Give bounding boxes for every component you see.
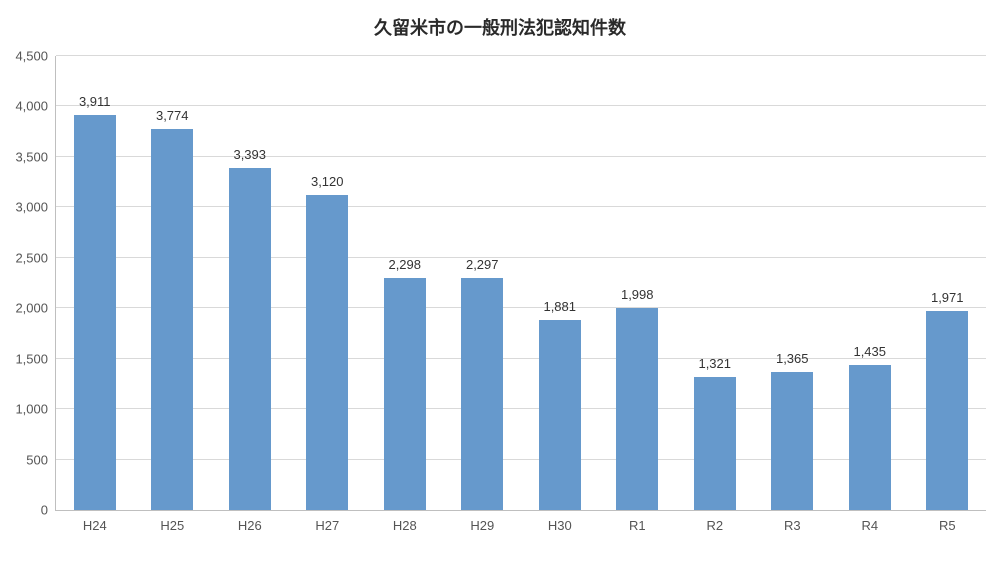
bar: 2,297: [461, 278, 503, 510]
y-tick-label: 3,000: [15, 200, 56, 215]
x-tick-label: H24: [83, 518, 107, 533]
bar: 3,774: [151, 129, 193, 510]
bar: 3,393: [229, 168, 271, 510]
y-tick-label: 3,500: [15, 149, 56, 164]
bar: 1,321: [694, 377, 736, 510]
gridline: [56, 459, 986, 460]
bar-value-label: 3,911: [79, 94, 111, 109]
x-tick-label: H25: [160, 518, 184, 533]
x-tick-label: H28: [393, 518, 417, 533]
x-tick-label: R2: [706, 518, 723, 533]
gridline: [56, 156, 986, 157]
gridline: [56, 55, 986, 56]
bar-value-label: 2,298: [388, 257, 421, 272]
bar: 1,435: [849, 365, 891, 510]
bar-value-label: 3,393: [233, 147, 266, 162]
x-tick-label: R3: [784, 518, 801, 533]
plot-area: 05001,0001,5002,0002,5003,0003,5004,0004…: [55, 56, 986, 511]
chart-title: 久留米市の一般刑法犯認知件数: [0, 14, 1000, 40]
gridline: [56, 105, 986, 106]
bar: 1,881: [539, 320, 581, 510]
y-tick-label: 2,000: [15, 301, 56, 316]
bar-value-label: 1,365: [776, 351, 809, 366]
bar-value-label: 1,321: [698, 356, 731, 371]
bar-value-label: 1,435: [853, 344, 886, 359]
x-tick-label: R4: [861, 518, 878, 533]
bar: 3,911: [74, 115, 116, 510]
bar: 1,365: [771, 372, 813, 510]
gridline: [56, 257, 986, 258]
y-tick-label: 2,500: [15, 250, 56, 265]
gridline: [56, 307, 986, 308]
gridline: [56, 358, 986, 359]
bar-value-label: 1,881: [543, 299, 576, 314]
gridline: [56, 408, 986, 409]
y-tick-label: 1,000: [15, 402, 56, 417]
gridline: [56, 206, 986, 207]
x-tick-label: H29: [470, 518, 494, 533]
x-tick-label: H30: [548, 518, 572, 533]
bar: 1,998: [616, 308, 658, 510]
bar-value-label: 2,297: [466, 257, 499, 272]
y-tick-label: 4,000: [15, 99, 56, 114]
y-tick-label: 500: [26, 452, 56, 467]
bar-value-label: 1,998: [621, 287, 654, 302]
x-tick-label: H27: [315, 518, 339, 533]
bar-value-label: 1,971: [931, 290, 964, 305]
x-tick-label: R1: [629, 518, 646, 533]
chart-container: 久留米市の一般刑法犯認知件数 05001,0001,5002,0002,5003…: [0, 0, 1000, 561]
x-tick-label: R5: [939, 518, 956, 533]
bar: 2,298: [384, 278, 426, 510]
bar-value-label: 3,120: [311, 174, 344, 189]
x-tick-label: H26: [238, 518, 262, 533]
y-tick-label: 0: [41, 503, 56, 518]
bar: 3,120: [306, 195, 348, 510]
bar: 1,971: [926, 311, 968, 510]
y-tick-label: 4,500: [15, 49, 56, 64]
bar-value-label: 3,774: [156, 108, 189, 123]
y-tick-label: 1,500: [15, 351, 56, 366]
